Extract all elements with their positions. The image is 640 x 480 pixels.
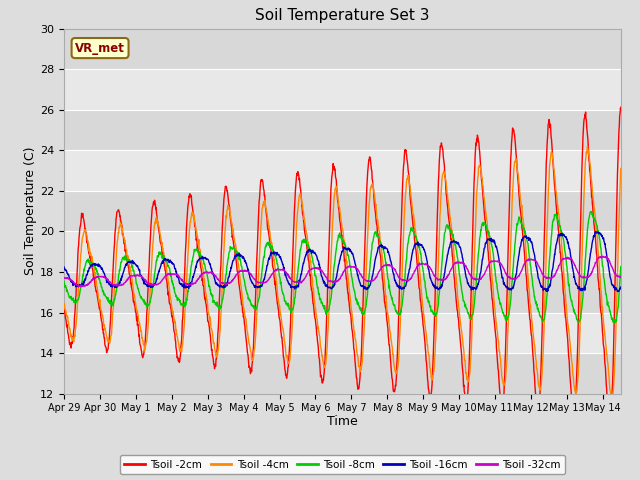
Text: VR_met: VR_met — [75, 42, 125, 55]
Bar — [64, 29, 621, 69]
Bar — [64, 231, 621, 272]
Legend: Tsoil -2cm, Tsoil -4cm, Tsoil -8cm, Tsoil -16cm, Tsoil -32cm: Tsoil -2cm, Tsoil -4cm, Tsoil -8cm, Tsoi… — [120, 456, 564, 474]
Bar — [64, 272, 621, 312]
Bar — [64, 150, 621, 191]
Bar — [64, 191, 621, 231]
Bar — [64, 312, 621, 353]
Bar — [64, 69, 621, 110]
Title: Soil Temperature Set 3: Soil Temperature Set 3 — [255, 9, 429, 24]
Bar — [64, 353, 621, 394]
Bar — [64, 110, 621, 150]
X-axis label: Time: Time — [327, 415, 358, 428]
Y-axis label: Soil Temperature (C): Soil Temperature (C) — [24, 147, 37, 276]
